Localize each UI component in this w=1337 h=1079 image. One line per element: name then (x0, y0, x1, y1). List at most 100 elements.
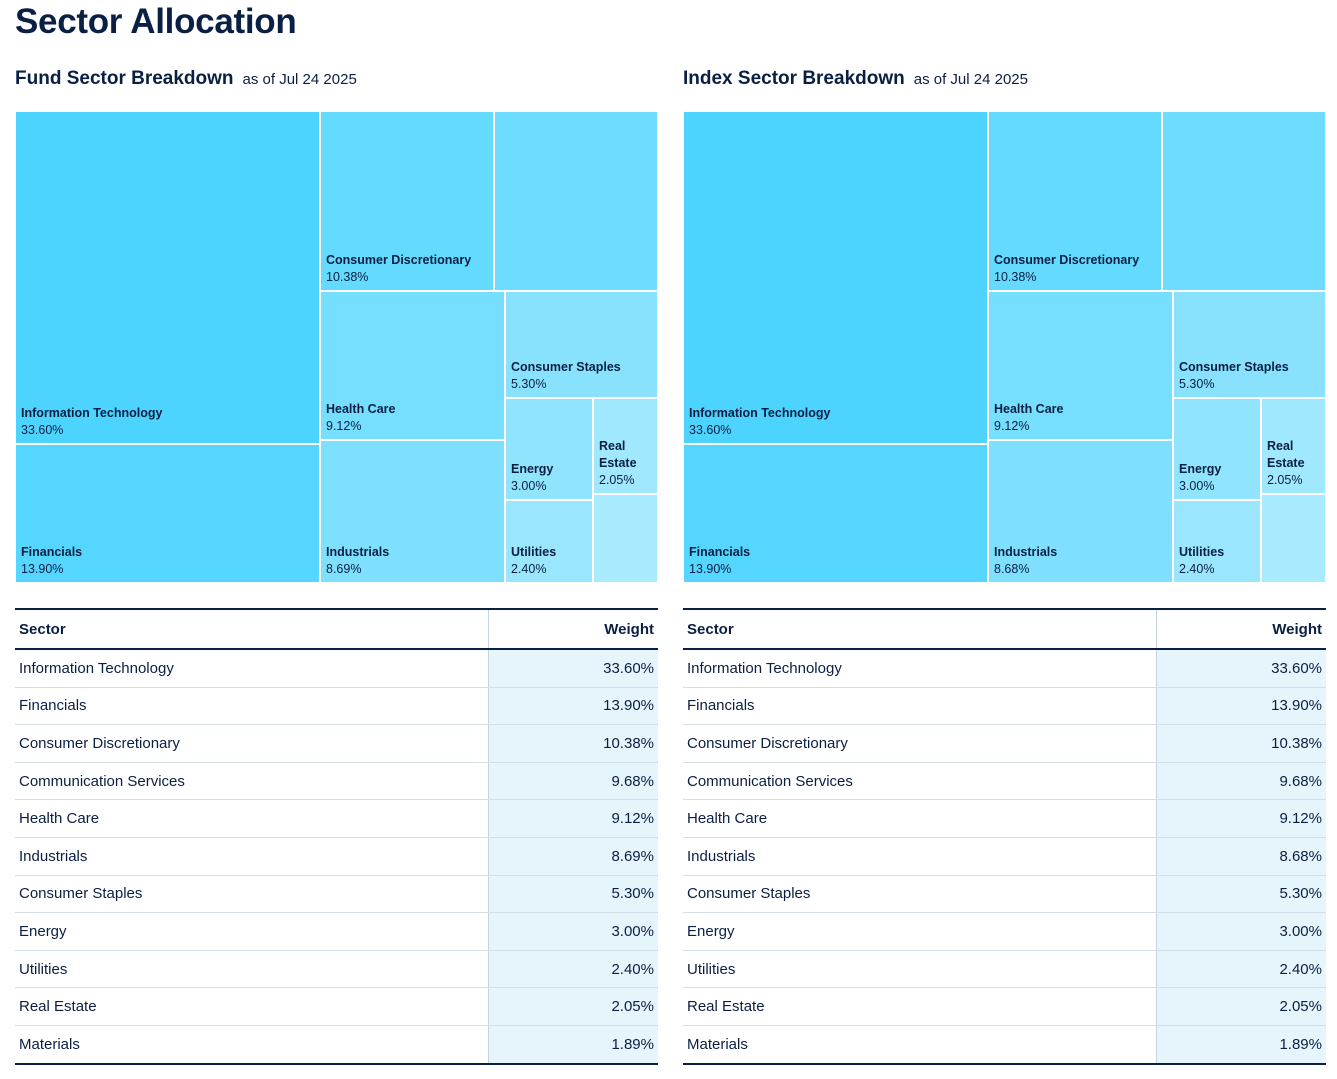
tile-value: 2.05% (1267, 473, 1303, 487)
treemap-tile-utilities[interactable]: Utilities 2.40% (505, 500, 593, 583)
weight-cell: 3.00% (487, 912, 658, 951)
tile-label: Utilities (1179, 545, 1225, 559)
treemap-tile-consumer-discretionary[interactable]: Consumer Discretionary 10.38% (988, 111, 1162, 291)
index-sector-table: Sector Weight Information Technology 33.6… (683, 608, 1326, 1065)
sector-cell: Information Technology (683, 649, 1156, 688)
treemap-tile-information-technology[interactable]: Information Technology 33.60% (683, 111, 988, 444)
table-row: Energy 3.00% (683, 912, 1326, 951)
as-of-date: as of Jul 24 2025 (913, 71, 1028, 88)
as-of-date: as of Jul 24 2025 (242, 71, 357, 88)
sector-cell: Communication Services (683, 762, 1156, 801)
treemap-tile-financials[interactable]: Financials 13.90% (15, 444, 320, 583)
sector-column-header[interactable]: Sector (15, 608, 488, 650)
treemap-tile[interactable] (1162, 111, 1326, 291)
sector-cell: Health Care (683, 799, 1156, 838)
page-title: Sector Allocation (15, 2, 297, 41)
table-body: Information Technology 33.60% Financials 13… (683, 649, 1326, 1065)
tile-label: Real Estate (599, 439, 637, 470)
table-row: Consumer Staples 5.30% (15, 875, 658, 914)
tile-value: 13.90% (21, 562, 64, 576)
table-row: Consumer Discretionary 10.38% (683, 724, 1326, 763)
weight-cell: 2.05% (1155, 987, 1326, 1026)
treemap-tile-consumer-staples[interactable]: Consumer Staples 5.30% (505, 291, 658, 398)
treemap-tile-consumer-discretionary[interactable]: Consumer Discretionary 10.38% (320, 111, 494, 291)
treemap-tile-industrials[interactable]: Industrials 8.68% (988, 440, 1173, 583)
treemap-tile-financials[interactable]: Financials 13.90% (683, 444, 988, 583)
panel-title: Fund Sector Breakdown (15, 68, 234, 89)
table-row: Materials 1.89% (15, 1025, 658, 1065)
tile-label: Energy (511, 462, 554, 476)
index-treemap: Information Technology 33.60% Financials 13… (683, 111, 1326, 583)
tile-value: 3.00% (1179, 479, 1215, 493)
tile-value: 10.38% (326, 270, 369, 284)
table-row: Consumer Discretionary 10.38% (15, 724, 658, 763)
treemap-tile-energy[interactable]: Energy 3.00% (1173, 398, 1261, 500)
table-row: Industrials 8.69% (15, 837, 658, 876)
weight-cell: 1.89% (1155, 1025, 1326, 1065)
table-row: Materials 1.89% (683, 1025, 1326, 1065)
tile-label: Industrials (994, 545, 1058, 559)
treemap-tile[interactable] (1261, 494, 1326, 583)
weight-cell: 33.60% (487, 649, 658, 688)
treemap-tile-consumer-staples[interactable]: Consumer Staples 5.30% (1173, 291, 1326, 398)
tile-label: Financials (689, 545, 751, 559)
sector-cell: Health Care (15, 799, 488, 838)
treemap-tile-health-care[interactable]: Health Care 9.12% (320, 291, 505, 440)
treemap-tile-health-care[interactable]: Health Care 9.12% (988, 291, 1173, 440)
sector-cell: Industrials (15, 837, 488, 876)
table-row: Information Technology 33.60% (683, 649, 1326, 688)
panel-header: Fund Sector Breakdown as of Jul 24 2025 (15, 68, 658, 98)
sector-cell: Real Estate (15, 987, 488, 1026)
table-body: Information Technology 33.60% Financials 13… (15, 649, 658, 1065)
sector-cell: Financials (15, 687, 488, 726)
treemap-tile-real-estate[interactable]: Real Estate 2.05% (1261, 398, 1326, 494)
treemap-tile-real-estate[interactable]: Real Estate 2.05% (593, 398, 658, 494)
tile-value: 3.00% (511, 479, 547, 493)
table-row: Energy 3.00% (15, 912, 658, 951)
fund-sector-panel: Fund Sector Breakdown as of Jul 24 2025 … (15, 68, 658, 1065)
table-row: Consumer Staples 5.30% (683, 875, 1326, 914)
treemap-tile[interactable] (593, 494, 658, 583)
weight-cell: 8.69% (487, 837, 658, 876)
treemap-tile-utilities[interactable]: Utilities 2.40% (1173, 500, 1261, 583)
table-row: Health Care 9.12% (15, 799, 658, 838)
sector-cell: Industrials (683, 837, 1156, 876)
weight-cell: 9.68% (1155, 762, 1326, 801)
treemap-tile[interactable] (494, 111, 658, 291)
treemap-tile-energy[interactable]: Energy 3.00% (505, 398, 593, 500)
tile-label: Real Estate (1267, 439, 1305, 470)
tile-value: 8.68% (994, 562, 1030, 576)
weight-cell: 9.12% (1155, 799, 1326, 838)
sector-column-header[interactable]: Sector (683, 608, 1156, 650)
tile-label: Industrials (326, 545, 390, 559)
treemap-tile-industrials[interactable]: Industrials 8.69% (320, 440, 505, 583)
weight-column-header[interactable]: Weight (487, 608, 658, 650)
weight-column-header[interactable]: Weight (1155, 608, 1326, 650)
panel-header: Index Sector Breakdown as of Jul 24 2025 (683, 68, 1326, 98)
tile-value: 8.69% (326, 562, 362, 576)
tile-label: Health Care (994, 402, 1064, 416)
table-row: Financials 13.90% (15, 687, 658, 726)
tile-label: Utilities (511, 545, 557, 559)
table-row: Utilities 2.40% (683, 950, 1326, 989)
index-sector-panel: Index Sector Breakdown as of Jul 24 2025… (683, 68, 1326, 1065)
weight-cell: 13.90% (487, 687, 658, 726)
sector-cell: Consumer Discretionary (683, 724, 1156, 763)
tile-value: 2.40% (1179, 562, 1215, 576)
sector-cell: Consumer Staples (683, 875, 1156, 914)
fund-sector-table: Sector Weight Information Technology 33.6… (15, 608, 658, 1065)
weight-cell: 5.30% (1155, 875, 1326, 914)
tile-value: 33.60% (21, 423, 64, 437)
tile-value: 9.12% (994, 419, 1030, 433)
table-row: Real Estate 2.05% (683, 987, 1326, 1026)
weight-cell: 8.68% (1155, 837, 1326, 876)
tile-label: Health Care (326, 402, 396, 416)
tile-label: Consumer Discretionary (994, 253, 1140, 267)
weight-cell: 33.60% (1155, 649, 1326, 688)
weight-cell: 2.40% (487, 950, 658, 989)
tile-label: Information Technology (21, 406, 163, 420)
treemap-tile-information-technology[interactable]: Information Technology 33.60% (15, 111, 320, 444)
tile-value: 5.30% (1179, 377, 1215, 391)
weight-cell: 9.12% (487, 799, 658, 838)
panel-title: Index Sector Breakdown (683, 68, 905, 89)
